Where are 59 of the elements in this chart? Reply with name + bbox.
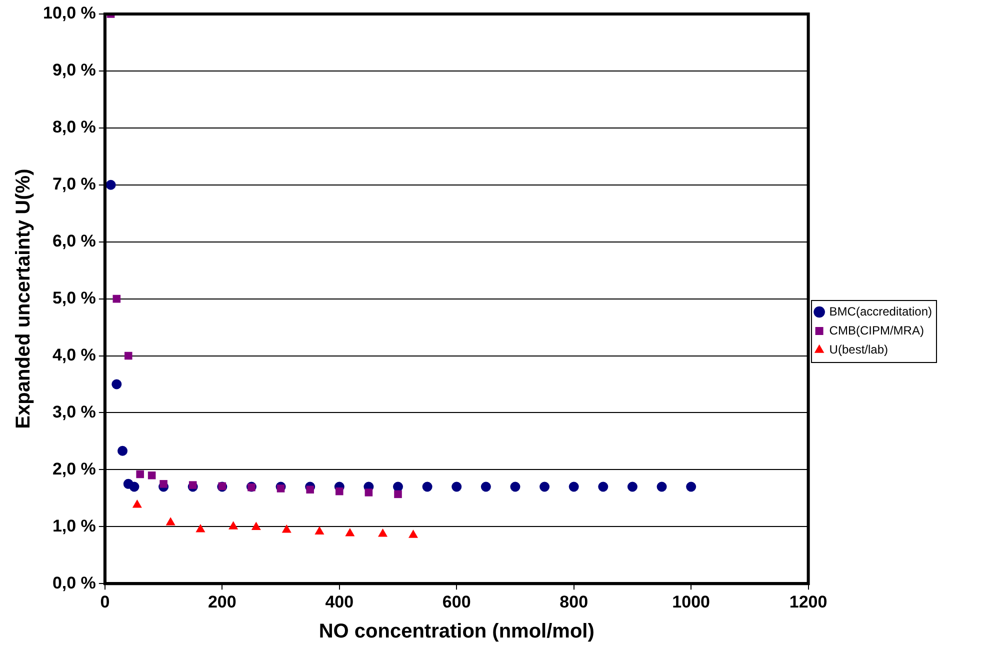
x-axis-title: NO concentration (nmol/mol): [318, 620, 594, 643]
point: [335, 487, 344, 496]
point: [480, 482, 491, 492]
y-tick-label: 4,0 %: [52, 345, 96, 364]
point: [228, 521, 238, 530]
point: [510, 482, 520, 492]
point: [568, 482, 579, 492]
point: [306, 486, 314, 494]
point: [188, 481, 197, 489]
y-tick-label: 6,0 %: [52, 232, 96, 251]
point: [166, 517, 176, 526]
y-tick-label: 1,0 %: [52, 516, 96, 536]
x-tick-label: 1200: [789, 592, 828, 612]
x-tick-label: 600: [442, 592, 471, 612]
point: [345, 528, 355, 536]
y-tick-label: 3,0 %: [52, 402, 96, 422]
point: [160, 480, 168, 488]
legend-label: CMB(CIPM/MRA): [829, 323, 924, 338]
point: [408, 530, 418, 538]
y-tick-label: 5,0 %: [52, 288, 96, 308]
point: [540, 482, 550, 492]
y-tick-label: 9,0 %: [52, 60, 96, 80]
y-tick-label: 10,0 %: [42, 4, 96, 23]
x-tick-label: 1000: [672, 592, 710, 612]
point: [686, 482, 696, 492]
point: [378, 528, 388, 537]
point: [394, 490, 402, 498]
point: [112, 379, 122, 390]
point: [112, 294, 121, 303]
x-tick-label: 200: [208, 592, 236, 612]
point: [452, 482, 462, 492]
point: [106, 180, 116, 190]
legend-label: BMC(accreditation): [829, 304, 932, 318]
point: [422, 482, 432, 492]
point: [314, 526, 324, 535]
point: [393, 482, 403, 492]
y-axis-title: Expanded uncertainty U(%): [12, 168, 35, 429]
point: [282, 524, 292, 533]
point: [148, 471, 156, 480]
point: [118, 446, 128, 456]
point: [136, 470, 144, 478]
point: [627, 482, 638, 492]
point: [656, 482, 667, 492]
point: [124, 352, 132, 360]
point: [276, 484, 285, 492]
point: [132, 499, 142, 508]
point: [196, 524, 206, 532]
point: [364, 488, 373, 496]
y-tick-label: 8,0 %: [52, 118, 96, 137]
x-tick-label: 800: [560, 592, 588, 612]
y-tick-label: 2,0 %: [52, 459, 96, 478]
point: [598, 482, 608, 492]
point: [129, 482, 140, 492]
y-tick-label: 7,0 %: [52, 174, 96, 194]
x-tick-label: 0: [100, 592, 110, 612]
y-tick-label: 0,0 %: [52, 573, 96, 592]
legend-label: U(best/lab): [829, 342, 888, 356]
point: [251, 522, 261, 530]
x-tick-label: 400: [325, 592, 354, 612]
